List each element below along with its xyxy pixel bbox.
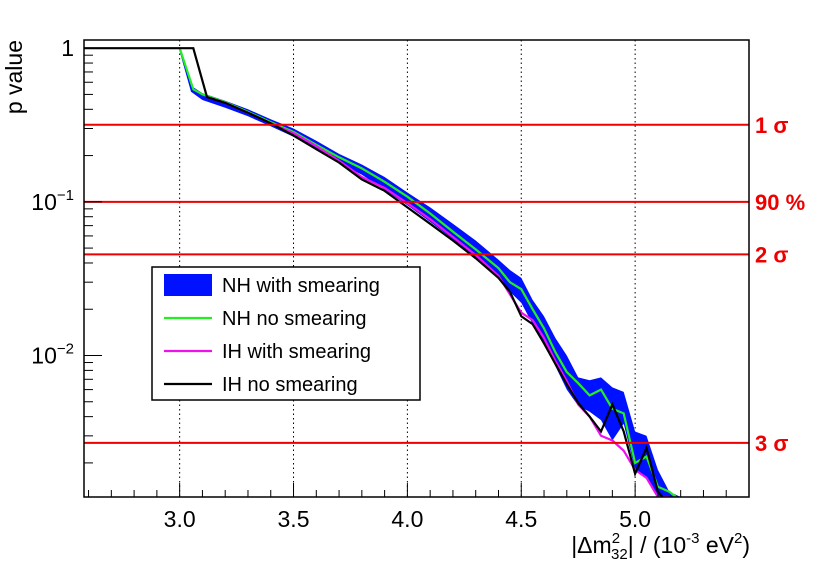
x-tick-label-4-5: 4.5 <box>505 506 537 532</box>
legend-label-nh-with-smearing: NH with smearing <box>222 275 380 297</box>
reference-lines-group: 1 σ 90 % 2 σ 3 σ <box>84 113 805 456</box>
legend: NH with smearing NH no smearing IH with sm… <box>151 266 421 401</box>
x-axis-title: |Δm2 32| / (10-3 eV2) <box>571 530 750 563</box>
axis-ticks <box>84 47 750 497</box>
y-tick-label-1: 1 <box>61 35 74 61</box>
reference-label-90: 90 % <box>755 190 805 215</box>
x-tick-label-5: 5.0 <box>619 506 651 532</box>
y-axis-title: p value <box>1 40 27 114</box>
series-lines-group <box>84 47 677 497</box>
y-tick-label-10-2: 10−2 <box>31 340 74 368</box>
plot-frame <box>83 39 750 498</box>
x-tick-label-3: 3.0 <box>164 506 196 532</box>
legend-label-ih-no-smearing: IH no smearing <box>222 374 358 396</box>
axes-frame <box>83 39 750 498</box>
axis-labels: 3.0 3.5 4.0 4.5 5.0 1 10−1 10−2 p value |Δm2 32| /… <box>1 35 750 563</box>
x-tick-label-4: 4.0 <box>391 506 423 532</box>
legend-label-ih-with-smearing: IH with smearing <box>222 341 371 363</box>
reference-label-3: 3 σ <box>755 431 788 456</box>
y-tick-label-10-1: 10−1 <box>31 187 74 215</box>
reference-label-1: 1 σ <box>755 113 788 138</box>
legend-label-nh-no-smearing: NH no smearing <box>222 308 367 330</box>
reference-label-2: 2 σ <box>755 242 788 267</box>
ih-no-smearing-line <box>84 47 664 497</box>
x-tick-label-3-5: 3.5 <box>278 506 310 532</box>
legend-swatch-nh-with-smearing <box>164 274 212 296</box>
